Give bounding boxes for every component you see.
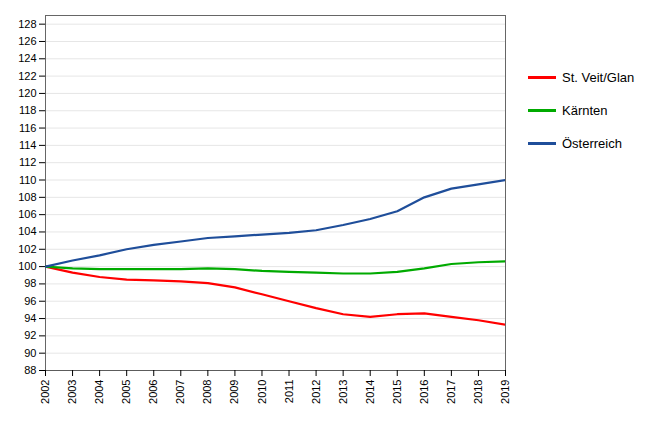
svg-text:98: 98 [24, 277, 36, 289]
svg-text:100: 100 [18, 260, 36, 272]
svg-text:2007: 2007 [174, 380, 186, 404]
svg-text:88: 88 [24, 364, 36, 376]
svg-text:92: 92 [24, 329, 36, 341]
svg-text:2014: 2014 [364, 380, 376, 404]
svg-text:110: 110 [19, 174, 37, 186]
svg-text:2015: 2015 [391, 380, 403, 404]
svg-text:90: 90 [24, 347, 36, 359]
svg-text:114: 114 [19, 139, 37, 151]
svg-text:126: 126 [18, 35, 36, 47]
svg-text:108: 108 [18, 191, 36, 203]
svg-text:2003: 2003 [66, 380, 78, 404]
html-text:Österreich: Österreich [562, 136, 622, 151]
svg-text:2012: 2012 [310, 380, 322, 404]
svg-text:2006: 2006 [147, 380, 159, 404]
svg-text:2017: 2017 [445, 380, 457, 404]
html-text:St. Veit/Glan: St. Veit/Glan [562, 70, 635, 85]
svg-text:104: 104 [18, 225, 36, 237]
svg-text:2010: 2010 [255, 380, 267, 404]
svg-text:2004: 2004 [93, 380, 105, 404]
svg-text:118: 118 [19, 104, 37, 116]
svg-text:2011: 2011 [283, 380, 295, 404]
svg-text:2019: 2019 [499, 380, 511, 404]
svg-text:2016: 2016 [418, 380, 430, 404]
svg-text:112: 112 [19, 156, 37, 168]
svg-text:122: 122 [18, 70, 36, 82]
svg-text:94: 94 [24, 312, 36, 324]
svg-text:2009: 2009 [228, 380, 240, 404]
svg-text:128: 128 [18, 18, 36, 30]
html-text:Kärnten: Kärnten [562, 103, 608, 118]
svg-text:2018: 2018 [472, 380, 484, 404]
svg-text:2008: 2008 [201, 380, 213, 404]
svg-text:96: 96 [24, 295, 36, 307]
svg-text:102: 102 [18, 243, 36, 255]
svg-text:2013: 2013 [337, 380, 349, 404]
svg-text:2002: 2002 [39, 380, 51, 404]
svg-text:124: 124 [18, 52, 36, 64]
svg-text:106: 106 [18, 208, 36, 220]
svg-text:120: 120 [18, 87, 36, 99]
svg-text:2005: 2005 [120, 380, 132, 404]
svg-text:116: 116 [19, 122, 37, 134]
